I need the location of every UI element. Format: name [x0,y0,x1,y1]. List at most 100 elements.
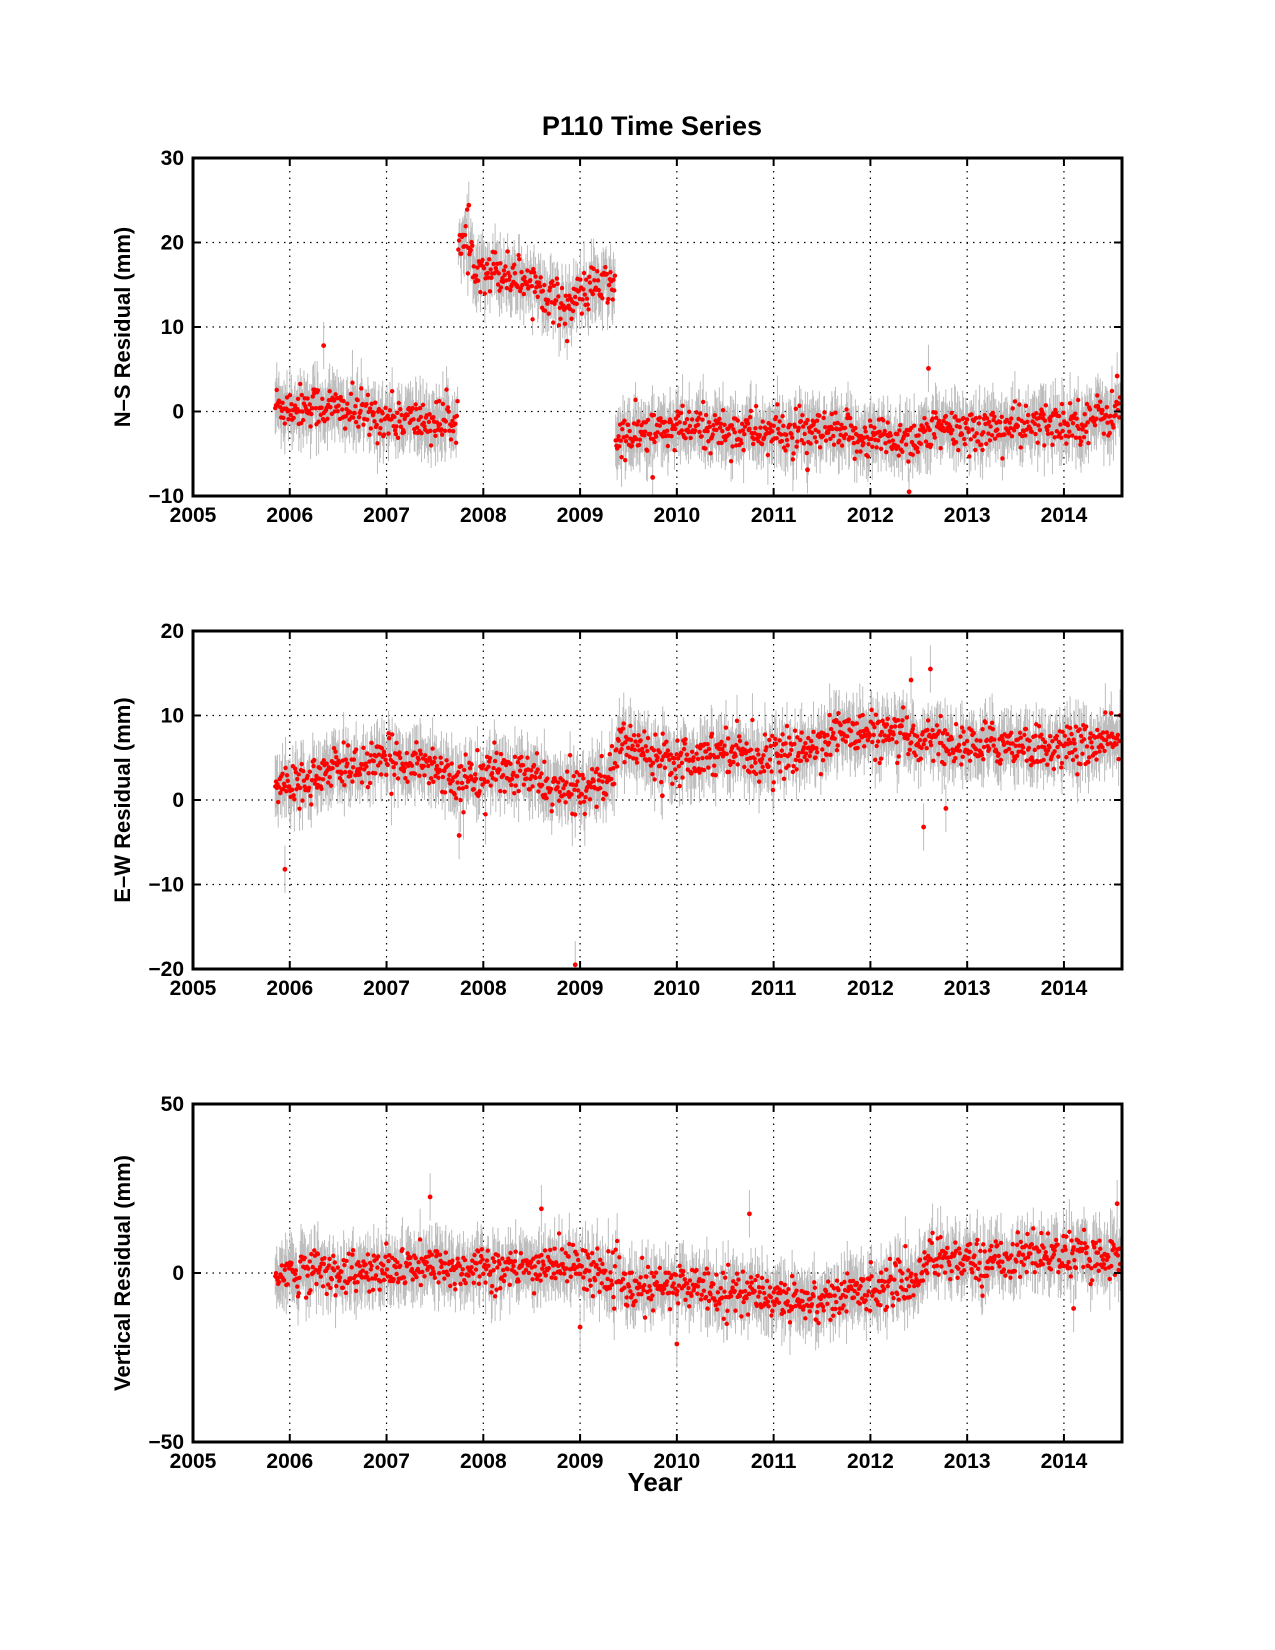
x-tick-label: 2008 [460,504,507,527]
data-point [569,792,574,797]
data-point [784,723,790,729]
data-point [679,428,685,433]
data-point [974,738,979,743]
data-point [731,759,736,765]
data-point [1078,733,1084,739]
data-point [711,422,716,428]
data-point [355,397,360,403]
data-point [550,320,556,325]
data-point [759,760,764,765]
data-point [484,261,490,267]
data-point [687,409,692,414]
data-point [923,428,928,433]
data-point [542,759,547,765]
data-point [916,433,921,438]
data-point [335,408,340,414]
data-point [1087,736,1093,741]
data-point [331,398,337,403]
data-point [1084,744,1090,749]
data-point [882,733,887,738]
data-point [867,418,873,423]
data-point [1078,439,1084,444]
data-point [976,421,982,426]
data-point [677,783,682,789]
data-point [393,761,399,766]
data-point [1007,420,1012,425]
data-point [532,289,538,295]
data-point [607,752,612,757]
data-point [1109,731,1115,736]
data-point [452,792,457,797]
data-point [967,758,973,763]
data-point [742,764,747,770]
data-point [325,416,330,422]
y-tick-label: 10 [161,316,184,339]
data-point [900,705,906,710]
data-point [300,417,306,423]
data-point [672,756,677,761]
data-point [642,433,647,438]
data-point [575,779,580,784]
data-point [509,776,515,782]
data-point [755,747,760,753]
data-point [341,740,346,745]
data-point [650,760,656,766]
data-point [545,776,550,781]
data-point [453,796,459,801]
data-point [973,447,978,453]
data-point [560,778,565,783]
outlier-point [282,866,288,872]
data-point [599,753,604,759]
data-point [314,773,319,779]
data-point [655,755,660,760]
data-point [1006,431,1012,436]
data-point [980,447,985,453]
data-point [635,743,640,748]
data-point [1061,410,1066,415]
data-point [524,776,529,781]
data-point [1023,433,1028,438]
data-point [313,777,318,783]
data-point [753,760,758,765]
data-point [283,765,288,771]
data-point [906,733,912,738]
data-point [967,454,972,459]
data-point [623,740,628,745]
data-point [775,402,780,407]
data-point [459,251,464,256]
data-point [581,287,586,292]
data-point [306,785,312,790]
data-point [825,430,831,435]
data-point [584,296,590,301]
data-point [891,732,896,737]
data-point [1039,732,1044,737]
data-point [299,761,304,767]
data-point [645,448,650,453]
data-point [828,436,833,442]
data-point [618,438,624,443]
data-point [414,740,419,745]
data-point [353,419,359,425]
data-point [942,728,948,733]
data-point [1060,729,1065,735]
data-point [586,307,591,312]
data-point [1024,758,1029,763]
data-point [715,754,721,760]
data-point [512,262,517,267]
data-point [627,754,632,759]
data-point [918,441,924,447]
data-point [458,797,463,803]
data-point [513,783,518,788]
data-point [628,723,633,728]
data-point [802,431,807,437]
data-point [320,396,325,401]
data-point [948,431,954,436]
data-point [419,430,424,436]
data-point [623,438,629,444]
y-tick-label: 10 [161,705,184,728]
data-point [823,739,828,745]
data-point [770,733,775,739]
data-point [437,398,442,404]
data-point [962,441,968,447]
data-point [734,718,740,724]
